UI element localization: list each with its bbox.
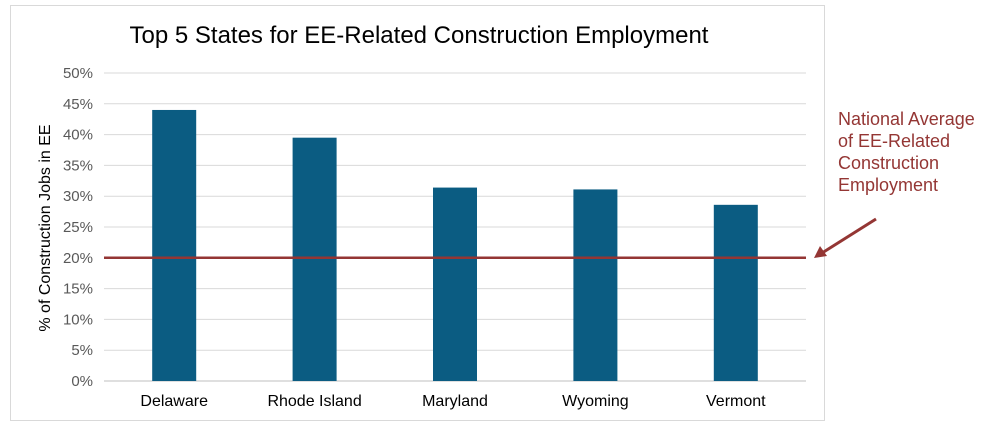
y-tick-label: 0% (71, 373, 93, 390)
bar-vermont (713, 204, 758, 381)
x-tick-label: Delaware (140, 393, 208, 410)
y-axis-label: % of Construction Jobs in EE (37, 124, 54, 331)
reference-line-annotation: National Average of EE-Related Construct… (838, 108, 998, 196)
x-tick-label: Maryland (422, 393, 488, 410)
bar-delaware (152, 109, 197, 382)
y-tick-label: 40% (63, 127, 93, 144)
annotation-line-4: Employment (838, 175, 939, 195)
bar-rhode-island (292, 137, 337, 381)
y-tick-label: 45% (63, 96, 93, 113)
annotation-line-1: National Average (838, 109, 975, 129)
y-tick-label: 5% (71, 342, 93, 359)
bar-wyoming (573, 189, 618, 381)
y-tick-label: 15% (63, 281, 93, 298)
y-tick-label: 30% (63, 188, 93, 205)
y-tick-label: 50% (63, 65, 93, 82)
annotation-arrowhead (814, 246, 827, 258)
y-tick-label: 20% (63, 250, 93, 267)
annotation-line-3: Construction (838, 153, 940, 173)
annotation-line-2: of EE-Related (838, 131, 951, 151)
x-tick-label: Wyoming (562, 393, 629, 410)
y-tick-label: 25% (63, 219, 93, 236)
chart-title: Top 5 States for EE-Related Construction… (130, 22, 709, 49)
x-tick-label: Vermont (706, 393, 766, 410)
y-tick-label: 10% (63, 311, 93, 328)
y-tick-label: 35% (63, 157, 93, 174)
bar-maryland (433, 187, 477, 381)
annotation-arrow (821, 217, 877, 255)
x-tick-label: Rhode Island (267, 393, 361, 410)
chart-frame (10, 5, 825, 421)
